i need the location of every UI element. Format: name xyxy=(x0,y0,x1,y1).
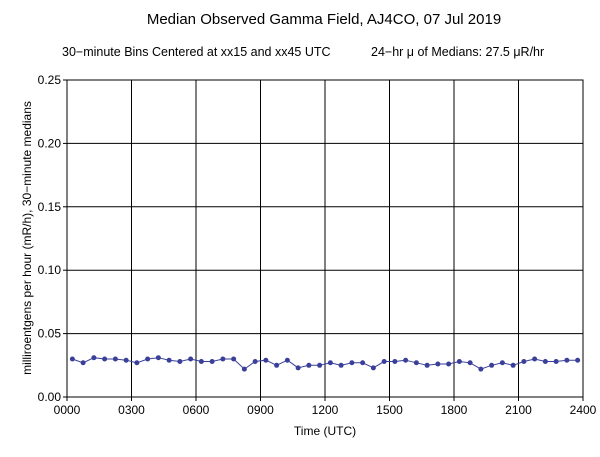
data-point xyxy=(424,362,430,368)
data-point xyxy=(564,357,570,363)
chart-title: Median Observed Gamma Field, AJ4CO, 07 J… xyxy=(147,11,501,28)
x-tick-label: 0600 xyxy=(183,403,210,417)
y-tick-label: 0.05 xyxy=(38,327,62,341)
data-point xyxy=(575,357,581,363)
grid xyxy=(66,79,584,398)
data-point xyxy=(284,357,290,363)
data-point xyxy=(478,366,484,372)
data-point xyxy=(91,355,97,361)
data-point xyxy=(69,356,75,362)
data-point xyxy=(532,356,538,362)
data-point xyxy=(510,362,516,368)
data-point xyxy=(370,365,376,371)
data-point xyxy=(467,360,473,366)
data-point xyxy=(413,360,419,366)
data-point xyxy=(241,366,247,372)
y-tick-label: 0.20 xyxy=(38,136,62,150)
data-point xyxy=(220,356,226,362)
data-point xyxy=(112,356,118,362)
data-point xyxy=(306,362,312,368)
data-point xyxy=(456,358,462,364)
data-point xyxy=(188,356,194,362)
chart-subtitle-right: 24−hr μ of Medians: 27.5 μR/hr xyxy=(371,45,544,59)
data-point xyxy=(553,358,559,364)
data-point xyxy=(446,361,452,367)
x-tick-label: 2400 xyxy=(570,403,597,417)
x-tick-label: 0000 xyxy=(54,403,81,417)
x-tick-label: 1500 xyxy=(376,403,403,417)
data-point xyxy=(360,360,366,366)
data-point xyxy=(435,361,441,367)
series xyxy=(69,355,581,372)
data-point xyxy=(338,362,344,368)
data-point xyxy=(274,362,280,368)
data-point xyxy=(209,358,215,364)
chart-subtitle-left: 30−minute Bins Centered at xx15 and xx45… xyxy=(62,45,331,59)
y-tick-label: 0.00 xyxy=(38,390,62,404)
data-point xyxy=(198,358,204,364)
data-point xyxy=(252,358,258,364)
data-point xyxy=(489,362,495,368)
x-tick-label: 2100 xyxy=(505,403,532,417)
data-point xyxy=(295,365,301,371)
data-point xyxy=(155,355,161,361)
data-point xyxy=(80,360,86,366)
data-point xyxy=(349,360,355,366)
data-point xyxy=(134,360,140,366)
data-point xyxy=(317,362,323,368)
data-point xyxy=(327,360,333,366)
tick-labels: 0000 0300 0600 0900 1200 1500 1800 2100 2400 0.00… xyxy=(38,73,597,417)
data-point xyxy=(499,360,505,366)
data-point xyxy=(166,357,172,363)
y-tick-label: 0.15 xyxy=(38,200,62,214)
x-tick-label: 1200 xyxy=(312,403,339,417)
data-point xyxy=(542,358,548,364)
x-axis-label: Time (UTC) xyxy=(294,424,356,438)
data-point xyxy=(231,356,237,362)
y-tick-label: 0.10 xyxy=(38,263,62,277)
x-tick-label: 1800 xyxy=(441,403,468,417)
data-point xyxy=(381,358,387,364)
data-point xyxy=(102,356,108,362)
data-point xyxy=(145,356,151,362)
data-point xyxy=(521,358,527,364)
data-point xyxy=(123,357,129,363)
data-point xyxy=(403,357,409,363)
x-tick-label: 0300 xyxy=(118,403,145,417)
x-tick-label: 0900 xyxy=(247,403,274,417)
y-tick-label: 0.25 xyxy=(38,73,62,87)
data-point xyxy=(263,357,269,363)
data-point xyxy=(177,358,183,364)
data-point xyxy=(392,358,398,364)
y-axis-label: milliroentgens per hour (mR/h), 30−minut… xyxy=(20,101,34,375)
